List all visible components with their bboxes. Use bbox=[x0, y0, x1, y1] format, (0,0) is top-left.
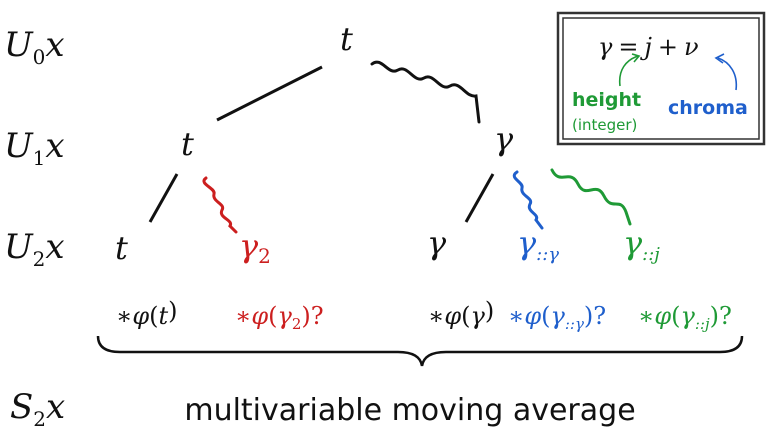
legend-chroma-label: chroma bbox=[668, 97, 748, 119]
legend-chroma-arrow bbox=[717, 57, 738, 91]
grouping-brace bbox=[96, 335, 744, 367]
phi-t: ∗φ(t) bbox=[116, 297, 178, 330]
phi-gamma-chroma: ∗φ(γ::γ)? bbox=[508, 302, 606, 333]
row-label-u0: U0x bbox=[4, 25, 65, 69]
leaf-gamma-2: γ2 bbox=[239, 227, 271, 268]
row-label-u1: U1x bbox=[4, 126, 65, 170]
phi-gamma-height: ∗φ(γ::j)? bbox=[638, 302, 732, 333]
phi-gamma: ∗φ(γ) bbox=[428, 297, 494, 330]
node-level1-gamma: γ bbox=[494, 120, 514, 158]
legend-height-arrowhead-icon bbox=[631, 53, 641, 63]
row-label-s2: S2x bbox=[10, 387, 65, 431]
legend-chroma-arrowhead-icon bbox=[714, 53, 725, 64]
wavy-edge-root-to-gamma bbox=[370, 60, 481, 124]
node-level1-t: t bbox=[181, 125, 194, 163]
phi-gamma-2: ∗φ(γ2)? bbox=[235, 302, 324, 333]
leaf-gamma-height: γ::j bbox=[623, 224, 660, 265]
legend-height-arrow bbox=[618, 55, 639, 87]
wavy-edge-green bbox=[550, 168, 632, 226]
edge-t-to-t bbox=[148, 173, 179, 223]
legend-box: γ = j + ν height (integer) chroma bbox=[556, 11, 766, 146]
edge-root-to-t bbox=[216, 65, 323, 122]
leaf-t: t bbox=[115, 229, 128, 267]
legend-height-label: height bbox=[572, 89, 641, 111]
legend-height-sub: (integer) bbox=[572, 116, 637, 134]
edge-gamma-to-gamma bbox=[464, 173, 495, 223]
row-label-u2: U2x bbox=[4, 227, 65, 271]
wavy-edge-blue bbox=[512, 170, 544, 230]
node-root-t: t bbox=[340, 20, 353, 58]
caption-moving-average: multivariable moving average bbox=[184, 393, 635, 428]
leaf-gamma: γ bbox=[427, 224, 447, 262]
leaf-gamma-chroma: γ::γ bbox=[517, 224, 559, 265]
wavy-edge-red bbox=[202, 176, 238, 234]
